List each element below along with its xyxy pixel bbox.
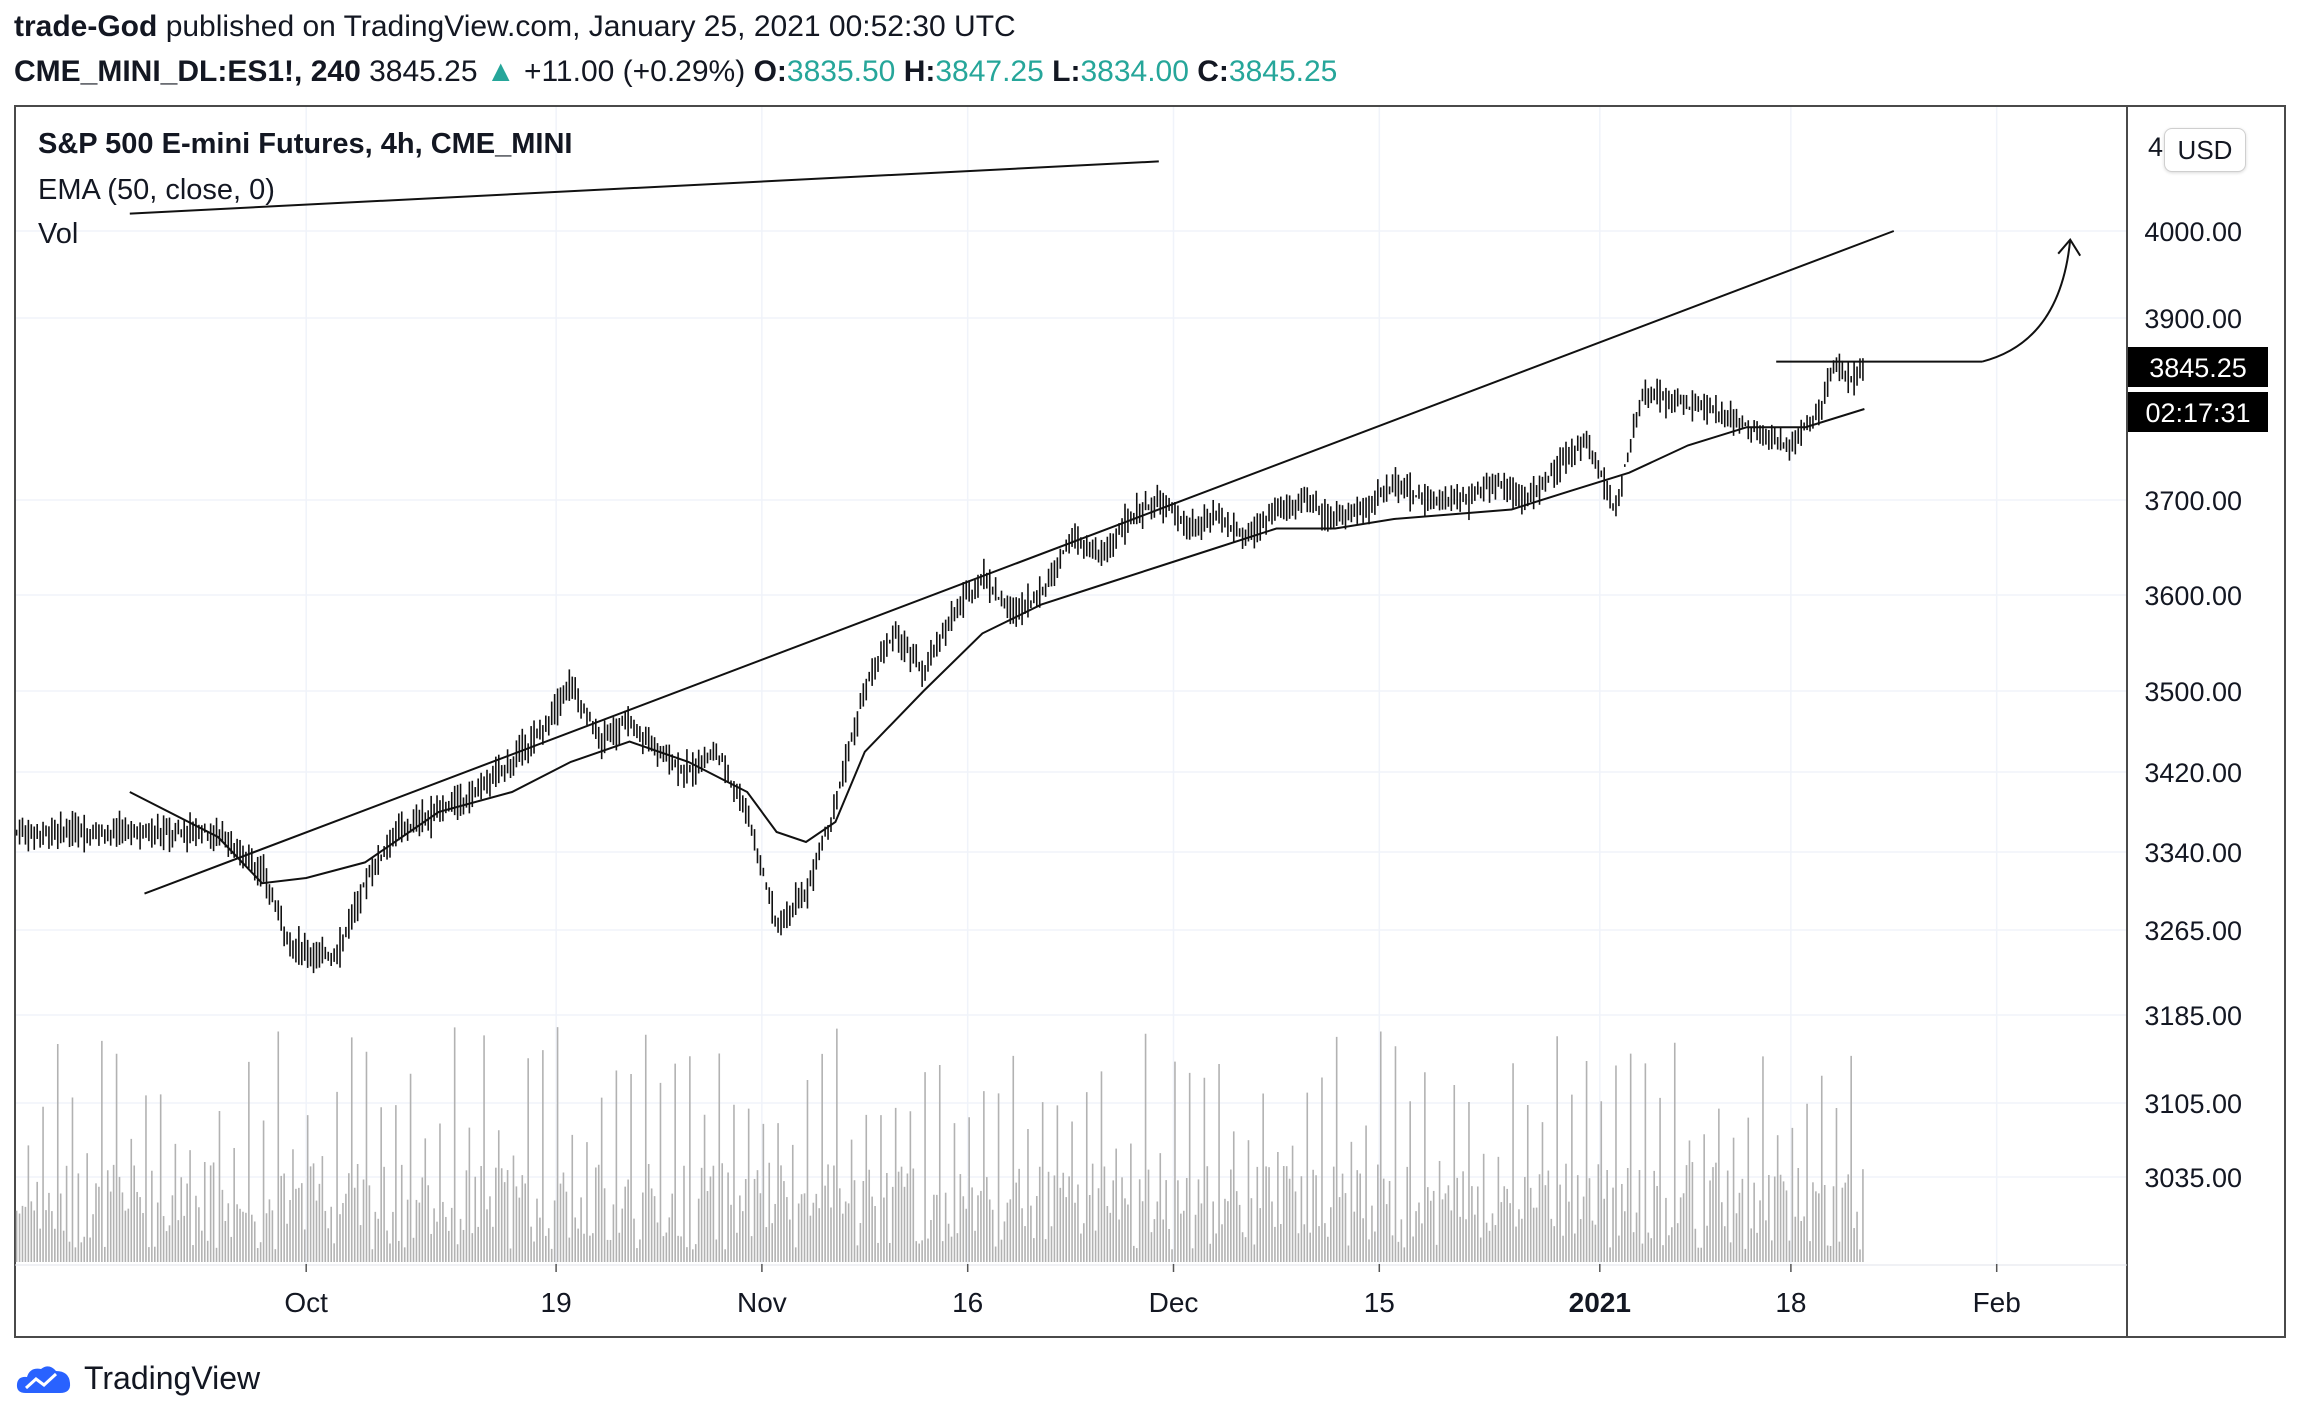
- time-tick-label: 19: [541, 1287, 572, 1318]
- volume-bars: [15, 1027, 1864, 1262]
- price-tick-label: 3600.00: [2144, 581, 2242, 611]
- low-label: L:: [1052, 55, 1081, 88]
- countdown-timer: 02:17:31: [2145, 398, 2250, 428]
- publish-info: trade-God published on TradingView.com, …: [14, 10, 1016, 44]
- price-tick-label: 3700.00: [2144, 486, 2242, 516]
- time-tick-label: Feb: [1973, 1287, 2021, 1318]
- last-price-tag-value: 3845.25: [2149, 353, 2247, 383]
- brand-name: TradingView: [84, 1360, 261, 1396]
- price-tick-label: 3035.00: [2144, 1163, 2242, 1193]
- price-tick-label: 3500.00: [2144, 677, 2242, 707]
- price-change: +11.00 (+0.29%): [523, 55, 746, 88]
- up-arrow-icon: ▲: [485, 55, 516, 88]
- candles: [15, 353, 1864, 974]
- symbol-label: CME_MINI_DL:ES1!, 240: [14, 55, 361, 88]
- price-tick-label: 4000.00: [2144, 217, 2242, 247]
- last-price: 3845.25: [369, 55, 478, 88]
- grid-lines: [16, 107, 2126, 1264]
- footer-brand[interactable]: TradingView: [14, 1360, 260, 1397]
- author-name[interactable]: trade-God: [14, 10, 158, 43]
- close-label: C:: [1197, 55, 1229, 88]
- ema-line: [129, 408, 1865, 885]
- open-label: O:: [753, 55, 787, 88]
- top-partial-tick: 4: [2148, 132, 2163, 162]
- price-tick-label: 3265.00: [2144, 916, 2242, 946]
- ohlc-header: CME_MINI_DL:ES1!, 240 3845.25 ▲ +11.00 (…: [14, 55, 1337, 89]
- vol-legend[interactable]: Vol: [38, 218, 79, 250]
- price-tick-label: 3340.00: [2144, 838, 2242, 868]
- tradingview-cloud-icon: [16, 1365, 71, 1393]
- high-value: 3847.25: [935, 55, 1044, 88]
- ema-legend[interactable]: EMA (50, close, 0): [38, 174, 275, 206]
- price-tick-label: 3185.00: [2144, 1001, 2242, 1031]
- low-value: 3834.00: [1080, 55, 1189, 88]
- chart-frame: [14, 105, 2286, 1338]
- time-tick-label: 16: [952, 1287, 983, 1318]
- arrow-head-icon: [2057, 238, 2082, 257]
- price-axis: 3035.00 3105.00 3185.00 3265.00 3340.00 3420.…: [2144, 217, 2242, 1193]
- trendline: [129, 160, 1159, 215]
- forecast-arrow: [1981, 239, 2072, 363]
- last-price-tag: 3845.25 02:17:31: [2128, 347, 2268, 432]
- time-tick-label: 18: [1775, 1287, 1806, 1318]
- price-tick-label: 3900.00: [2144, 304, 2242, 334]
- price-tick-label: 3105.00: [2144, 1089, 2242, 1119]
- time-tick-label: Nov: [737, 1287, 787, 1318]
- price-tick-label: 3420.00: [2144, 758, 2242, 788]
- trendline: [144, 230, 1895, 895]
- currency-button[interactable]: USD: [2164, 128, 2246, 172]
- published-text: published on TradingView.com, January 25…: [165, 10, 1016, 43]
- time-tick-label: 15: [1364, 1287, 1395, 1318]
- time-tick-label: Dec: [1149, 1287, 1199, 1318]
- time-tick-label: Oct: [284, 1287, 328, 1318]
- close-value: 3845.25: [1228, 55, 1338, 88]
- open-value: 3835.50: [786, 55, 896, 88]
- chart-title[interactable]: S&P 500 E-mini Futures, 4h, CME_MINI: [38, 128, 573, 160]
- drawings: [129, 160, 2082, 895]
- time-axis: Oct 19 Nov 16 Dec 15 2021 18 Feb: [284, 1264, 2021, 1318]
- time-tick-label: 2021: [1569, 1287, 1631, 1318]
- high-label: H:: [903, 55, 936, 88]
